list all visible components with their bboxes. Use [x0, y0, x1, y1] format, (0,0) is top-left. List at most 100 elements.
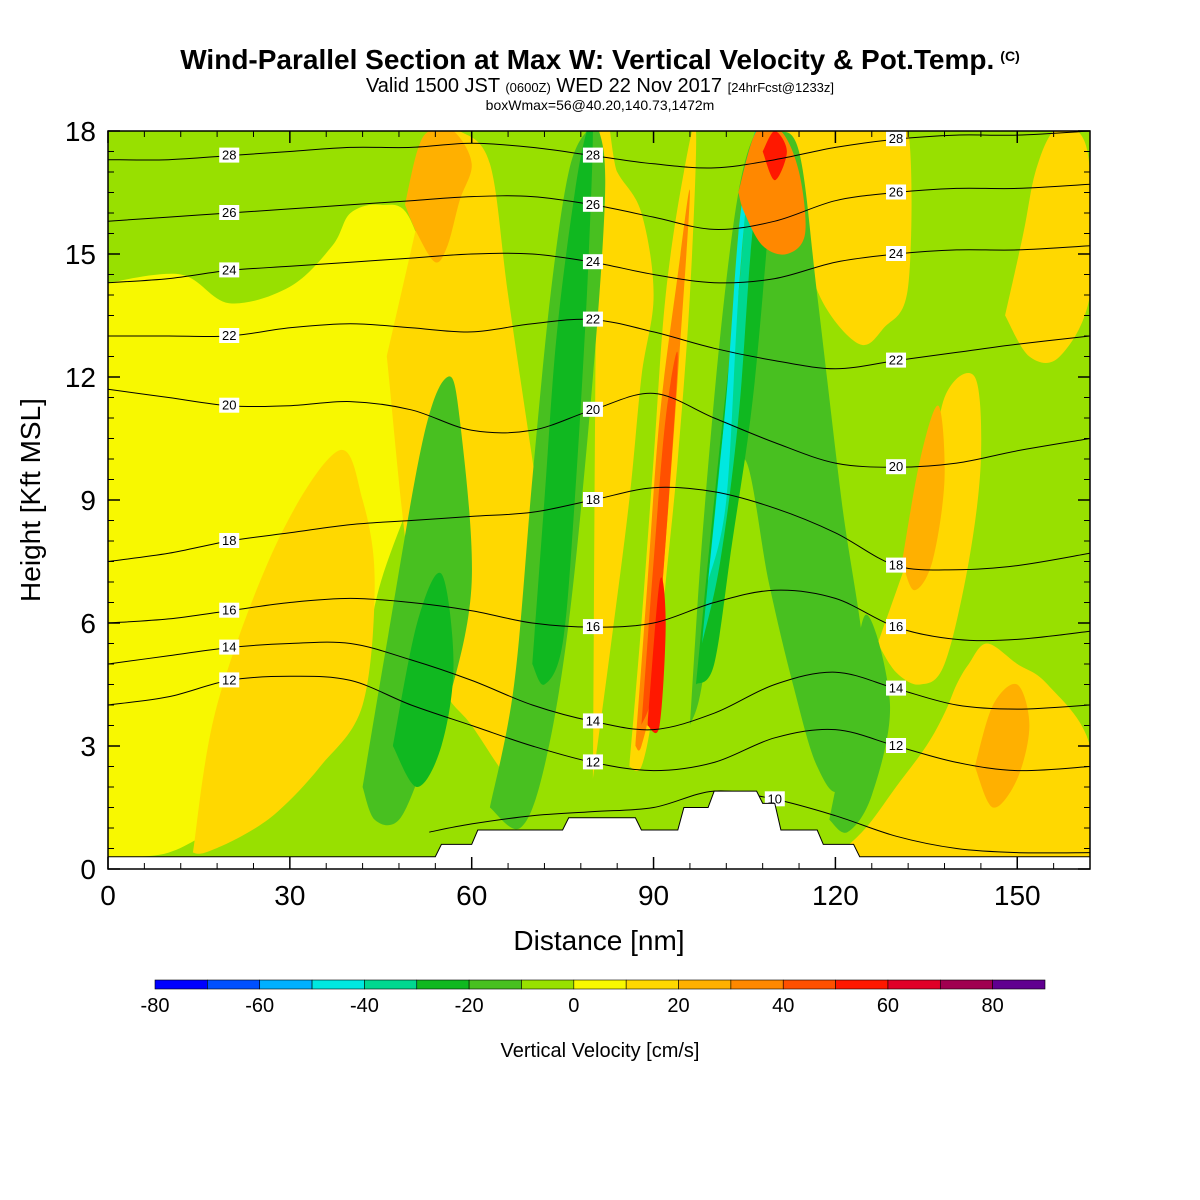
contour-label: 16	[889, 619, 903, 634]
y-tick-label: 6	[80, 608, 96, 639]
y-tick-label: 15	[65, 239, 96, 270]
velocity-region	[738, 131, 806, 255]
contour-label-bg	[886, 352, 907, 368]
velocity-region	[108, 204, 442, 857]
chart-title-main: Wind-Parallel Section at Max W: Vertical…	[180, 44, 995, 75]
contour-label-bg	[219, 205, 240, 220]
contour-label: 26	[586, 197, 600, 212]
contour-label-bg	[582, 619, 603, 635]
box-info: boxWmax=56@40.20,140.73,1472m	[485, 97, 715, 113]
velocity-field	[108, 131, 1090, 869]
contour-label-bg	[886, 619, 907, 635]
contour-label-bg	[219, 328, 240, 343]
terrain	[108, 790, 1090, 869]
contour-label: 12	[222, 672, 236, 687]
colorbar-swatch	[992, 979, 1046, 990]
contour-label-bg	[582, 254, 603, 270]
y-tick-label: 9	[80, 485, 96, 516]
contour-label: 26	[889, 185, 903, 200]
colorbar-swatch	[835, 979, 889, 990]
velocity-region	[647, 577, 666, 734]
contour-label: 16	[222, 603, 236, 618]
velocity-region	[835, 643, 1090, 865]
colorbar-swatch	[573, 979, 627, 990]
x-axis-title: Distance [nm]	[513, 925, 684, 956]
contour-label-bg	[582, 492, 603, 507]
colorbar-tick-label: -40	[350, 995, 379, 1017]
contour-label-bg	[582, 147, 603, 163]
contour-label: 14	[222, 640, 236, 655]
colorbar-swatch	[730, 979, 784, 990]
contour-label-bg	[886, 246, 907, 261]
contour-label-bg	[219, 147, 240, 163]
contour-label-bg	[582, 196, 603, 212]
colorbar-swatch	[207, 979, 261, 990]
y-tick-label: 3	[80, 731, 96, 762]
velocity-region	[974, 683, 1030, 808]
chart-subtitle: Valid 1500 JST (0600Z) WED 22 Nov 2017 […	[0, 76, 1200, 98]
contour-label: 24	[586, 254, 600, 269]
contour-label: 20	[222, 398, 236, 413]
colorbar-tick-label: 40	[772, 995, 794, 1017]
contour-label: 20	[586, 402, 600, 417]
colorbar-tick-label: -60	[245, 995, 274, 1017]
colorbar-swatch	[887, 979, 941, 990]
contour-label: 22	[222, 328, 236, 343]
colorbar-tick-label: -20	[455, 995, 484, 1017]
velocity-region	[405, 131, 472, 263]
contour-label-bg	[764, 791, 785, 807]
y-tick-label: 12	[65, 362, 96, 393]
valid-date: WED 22 Nov 2017	[556, 75, 723, 97]
colorbar-swatch	[939, 979, 993, 990]
theta-contours: 10 12 12 12 14 14 14 16 16 16 18 18 18 20 20 20 22 22 22 24…	[108, 131, 1090, 854]
colorbar-swatch	[154, 979, 208, 990]
colorbar-swatch	[625, 979, 679, 990]
colorbar-swatch	[259, 979, 313, 990]
contour-label-bg	[886, 459, 907, 475]
chart-title-block: Wind-Parallel Section at Max W: Vertical…	[0, 40, 1200, 112]
colorbar-tick-label: 20	[667, 995, 689, 1017]
contour-label: 14	[586, 713, 600, 728]
colorbar-swatch	[468, 979, 522, 990]
contour-label: 18	[889, 558, 903, 573]
colorbar-swatch	[416, 979, 470, 990]
colorbar-swatch	[311, 979, 365, 990]
x-tick-label: 60	[456, 880, 487, 911]
contour-label-bg	[886, 680, 907, 696]
colorbar-tick-label: 0	[568, 995, 579, 1017]
forecast-info: [24hrFcst@1233z]	[727, 80, 835, 95]
contour-label-bg	[582, 401, 603, 417]
contour-label: 14	[889, 681, 903, 696]
contour-label: 22	[586, 312, 600, 327]
colorbar-swatch	[521, 979, 575, 990]
contour-label: 28	[889, 131, 903, 146]
contour-label: 22	[889, 353, 903, 368]
contour-label-bg	[219, 533, 240, 548]
colorbar-tick-label: 80	[982, 995, 1004, 1017]
valid-prefix: Valid 1500 JST	[365, 75, 500, 97]
velocity-region	[829, 614, 891, 833]
velocity-region	[902, 405, 945, 591]
contour-label-bg	[582, 713, 603, 729]
contour-label: 18	[222, 533, 236, 548]
contour-label: 16	[586, 619, 600, 634]
velocity-region	[392, 572, 454, 787]
axes: 0 30 60 90 120 150 0 3 6 9 12 15 18	[65, 116, 1090, 911]
contour-label-bg	[219, 262, 240, 278]
contour-label-bg	[219, 639, 240, 655]
contour-label: 28	[222, 148, 236, 163]
terrain-profile	[108, 790, 1090, 869]
velocity-region	[592, 131, 654, 779]
contour-label-bg	[886, 184, 907, 200]
copyright-mark: (C)	[1000, 48, 1020, 64]
valid-utc: (0600Z)	[505, 80, 551, 95]
velocity-region	[708, 150, 751, 582]
y-axis-title: Height [Kft MSL]	[15, 398, 46, 602]
colorbar-swatch	[678, 979, 732, 990]
y-tick-label: 18	[65, 116, 96, 147]
colorbar: -80 -60 -40 -20 0 20 40 60 80	[141, 979, 1046, 1017]
x-tick-label: 0	[100, 880, 116, 911]
x-tick-label: 90	[638, 880, 669, 911]
contour-label-bg	[219, 672, 240, 688]
